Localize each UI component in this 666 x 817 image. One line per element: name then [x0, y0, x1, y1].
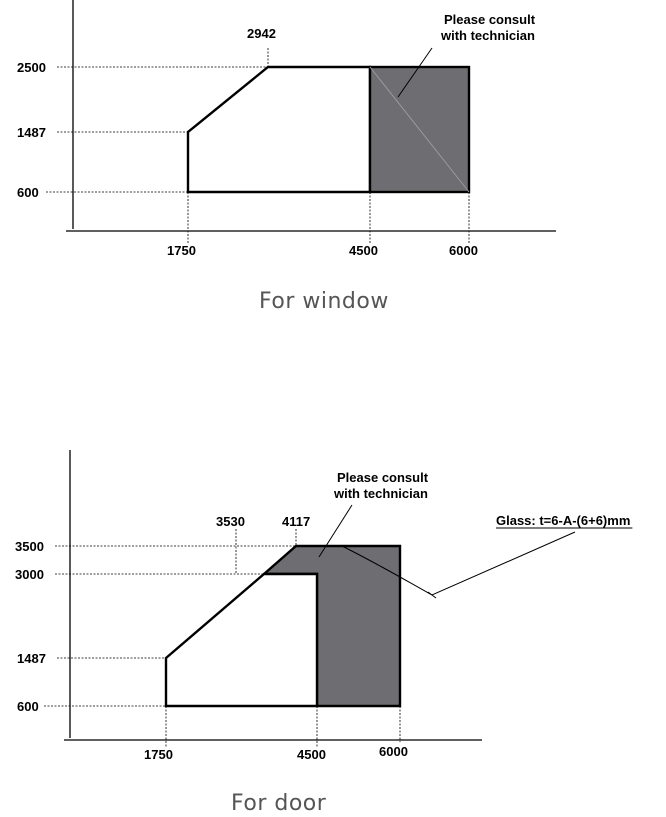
- door-note-leader: [318, 504, 353, 558]
- window-note-leader: [397, 47, 433, 98]
- door-caption: For door: [231, 791, 327, 816]
- door-note-line1: Please consult: [337, 470, 429, 485]
- window-note-line2: with technician: [440, 28, 535, 43]
- door-y-label-3000: 3000: [15, 567, 44, 582]
- door-y-label-1487: 1487: [17, 651, 46, 666]
- door-x-label-6000: 6000: [379, 744, 408, 759]
- window-note-line1: Please consult: [444, 12, 536, 27]
- door-glass-leader-tick: [427, 591, 437, 599]
- window-diagram: 2500 1487 600 1750 4500 6000 2942 Please…: [17, 0, 556, 314]
- window-y-label-600: 600: [17, 185, 39, 200]
- window-peak-label-2942: 2942: [247, 26, 276, 41]
- window-caption: For window: [259, 289, 389, 314]
- door-peak-label-3530: 3530: [216, 514, 245, 529]
- door-peak-label-4117: 4117: [282, 514, 310, 529]
- door-diagram: 3500 3000 1487 600 1750 4500 6000 3530 4…: [15, 450, 633, 816]
- window-y-label-1487: 1487: [17, 125, 46, 140]
- door-y-label-600: 600: [17, 699, 39, 714]
- window-x-label-4500: 4500: [349, 243, 378, 258]
- window-x-label-1750: 1750: [167, 243, 196, 258]
- door-x-label-4500: 4500: [297, 747, 326, 762]
- door-note-line2: with technician: [333, 486, 428, 501]
- door-y-label-3500: 3500: [15, 539, 44, 554]
- window-consult-diagonal: [369, 66, 470, 193]
- window-x-label-6000: 6000: [449, 243, 478, 258]
- window-standard-area: [186, 65, 372, 194]
- door-glass-label: Glass: t=6-A-(6+6)mm: [496, 513, 630, 528]
- window-y-label-2500: 2500: [17, 60, 46, 75]
- door-x-label-1750: 1750: [144, 747, 173, 762]
- door-standard-area: [164, 572, 319, 708]
